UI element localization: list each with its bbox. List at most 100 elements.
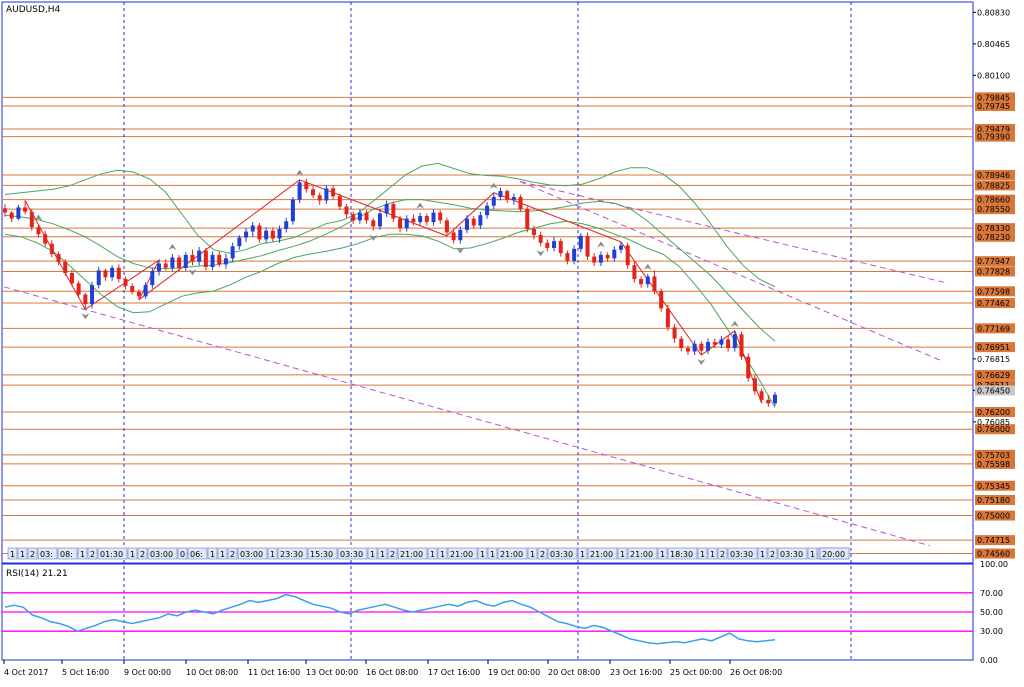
candle-body	[130, 285, 135, 292]
candle-body	[458, 229, 463, 241]
time-marker-label: 1	[810, 550, 815, 559]
level-label: 0.77462	[977, 299, 1010, 308]
time-marker-label: 1	[620, 550, 625, 559]
time-marker-box	[217, 547, 228, 560]
fractal-up	[643, 263, 652, 270]
time-marker-box	[97, 547, 128, 560]
level-label: 0.76951	[977, 343, 1010, 352]
time-marker-label: 2	[770, 550, 775, 559]
level-tag	[975, 323, 1015, 334]
band-upper	[4, 162, 776, 288]
candle-body	[424, 216, 429, 223]
price-pane[interactable]	[1, 1, 974, 564]
candle-body	[679, 338, 684, 349]
level-tag	[975, 131, 1015, 142]
time-tick-label: 13 Oct 00:00	[306, 668, 358, 677]
level-tag	[975, 266, 1015, 277]
candle-body	[598, 254, 603, 263]
candle-body	[311, 189, 315, 196]
candle-body	[672, 327, 677, 339]
candle-body	[552, 241, 557, 248]
level-tag	[975, 204, 1015, 215]
candle-body	[398, 218, 403, 229]
time-marker-label: 2	[230, 550, 235, 559]
fractal-up	[34, 214, 43, 221]
candle-body	[110, 267, 115, 278]
candle-body	[384, 203, 389, 214]
time-marker-label: 2	[540, 550, 545, 559]
price-axis: 0.80830 0.80465 0.80100 0.76815 0.76450 0.760…	[973, 8, 1015, 427]
candle-body	[465, 218, 469, 230]
bollinger-bands	[4, 162, 776, 408]
candle-body	[170, 257, 175, 268]
candle-body	[659, 291, 664, 309]
time-marker-label: 06:	[190, 550, 203, 559]
fractal-up	[489, 182, 498, 189]
fractal-down	[536, 250, 545, 257]
time-marker-box	[537, 547, 548, 560]
time-tick-label: 25 Oct 00:00	[670, 668, 722, 677]
time-marker-box	[577, 547, 588, 560]
candle-body	[578, 235, 583, 249]
level-label: 0.75598	[977, 460, 1010, 469]
time-marker-box	[87, 547, 98, 560]
time-marker-label: 2	[140, 550, 145, 559]
rsi-line	[4, 593, 776, 645]
fractal-up	[416, 202, 425, 209]
candle-body	[90, 285, 95, 305]
candle-body	[371, 220, 376, 227]
time-marker-label: 03:30	[340, 550, 363, 559]
candle-body	[685, 348, 690, 352]
level-tag	[975, 369, 1015, 380]
candle-body	[431, 212, 436, 223]
trend-line	[519, 181, 946, 283]
candle-body	[485, 205, 490, 216]
time-marker-label: 08:	[60, 550, 73, 559]
time-marker-box	[777, 547, 808, 560]
price-tick-label: 0.80100	[977, 71, 1010, 80]
time-marker-box	[77, 547, 88, 560]
symbol-title: AUDUSD,H4	[6, 5, 61, 15]
candle-body	[391, 203, 396, 219]
candle-body	[116, 267, 121, 280]
time-marker-box	[377, 547, 388, 560]
candle-body	[699, 343, 704, 351]
level-tag	[975, 510, 1015, 521]
fractal-markers	[34, 169, 739, 365]
candle-body	[123, 279, 128, 286]
time-marker-label: 1	[660, 550, 665, 559]
time-marker-label: 03:00	[150, 550, 173, 559]
time-marker-label: 1	[380, 550, 385, 559]
time-marker-box	[367, 547, 378, 560]
time-marker-strip: 1 1 2 03: 08: 1 2 01:30 1 2 03:00 0 06: 1 1 2 03:00 1 23:3…	[7, 547, 850, 560]
level-label: 0.77947	[977, 257, 1010, 266]
level-tag	[975, 223, 1015, 234]
level-tag	[975, 406, 1015, 417]
candle-body	[277, 228, 282, 239]
fractal-down	[81, 313, 90, 320]
fractal-up	[168, 244, 177, 251]
time-marker-label: 03:00	[240, 550, 263, 559]
time-marker-box	[447, 547, 478, 560]
candle-body	[411, 218, 416, 223]
candle-body	[337, 196, 342, 207]
level-label: 0.75000	[977, 512, 1010, 521]
level-label: 0.78825	[977, 181, 1010, 190]
candle-body	[177, 257, 182, 268]
time-marker-box	[819, 547, 850, 560]
candle-body	[612, 249, 617, 259]
candle-body	[377, 213, 382, 227]
price-tick-label: 0.76085	[977, 418, 1010, 427]
level-tag	[975, 535, 1015, 546]
time-tick-label: 16 Oct 08:00	[366, 668, 418, 677]
time-marker-box	[727, 547, 758, 560]
level-label: 0.78550	[977, 205, 1010, 214]
zigzag-line	[24, 179, 763, 404]
candle-body	[444, 220, 449, 233]
level-label: 0.77828	[977, 267, 1010, 276]
band-middle	[4, 199, 776, 342]
zigzag-indicator	[24, 179, 763, 404]
time-marker-box	[17, 547, 28, 560]
rsi-title: RSI(14) 21.21	[6, 569, 68, 579]
